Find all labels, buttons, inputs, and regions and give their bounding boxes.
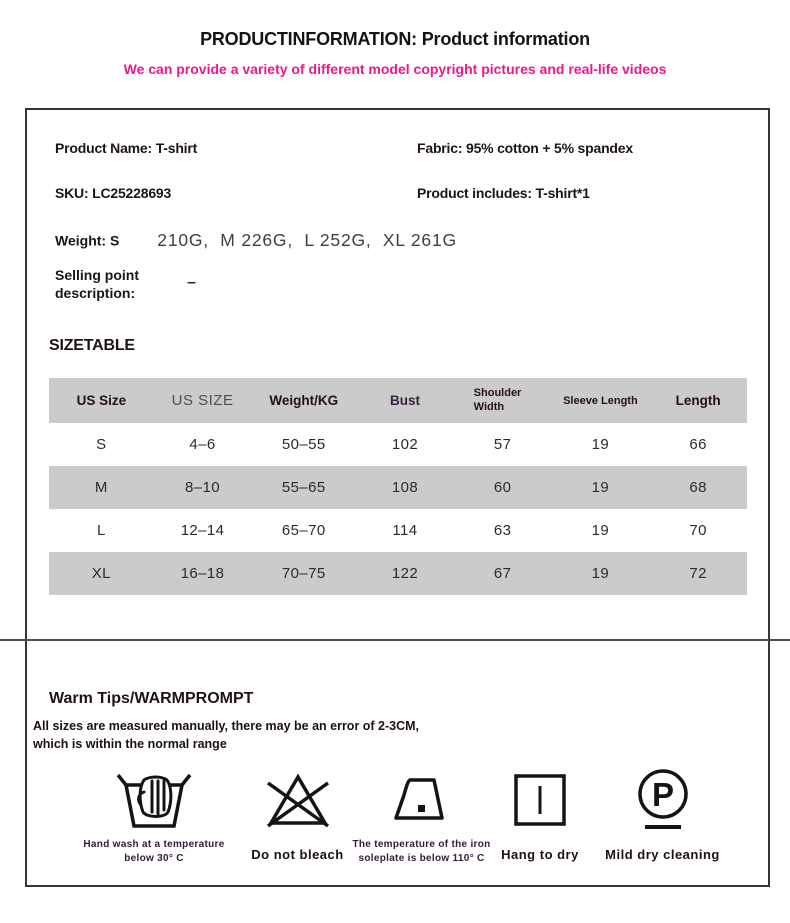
product-includes-value: T-shirt*1: [535, 185, 590, 201]
table-row-s: S 4–6 50–55 102 57 19 66: [49, 423, 747, 466]
hang-to-dry-icon: [485, 765, 595, 835]
size-table: US Size US SIZE Weight/KG Bust Shoulder …: [49, 378, 747, 595]
weight-field: Weight: S 210G, M 226G, L 252G, XL 261G: [55, 230, 457, 251]
table-row-l: L 12–14 65–70 114 63 19 70: [49, 509, 747, 552]
column-header-us-size-alt: US SIZE: [171, 392, 234, 409]
cell-us-size: 4–6: [189, 436, 216, 453]
cell-size: S: [96, 436, 107, 453]
cell-shoulder: 67: [493, 565, 512, 582]
care-label-do-not-bleach: Do not bleach: [251, 847, 344, 862]
cell-weight: 70–75: [281, 565, 326, 582]
cell-us-size: 8–10: [185, 479, 221, 496]
column-header-us-size: US Size: [76, 393, 127, 408]
care-item-hang-to-dry: Hang to dry: [485, 765, 595, 864]
care-label-hand-wash: Hand wash at a temperature below 30° C: [83, 839, 225, 864]
sku-value: LC25228693: [92, 185, 172, 201]
warm-tips-heading: Warm Tips/WARMPROMPT: [49, 690, 254, 707]
do-not-bleach-icon: [235, 765, 360, 835]
cell-bust: 108: [391, 479, 419, 496]
size-table-heading: SIZETABLE: [49, 337, 135, 354]
page-title: PRODUCTINFORMATION: Product information: [200, 29, 590, 49]
cell-sleeve: 19: [591, 436, 610, 453]
cell-sleeve: 19: [591, 565, 610, 582]
product-name-label: Product Name:: [55, 140, 152, 156]
product-includes-label: Product includes:: [417, 185, 532, 201]
column-header-shoulder-width: Shoulder Width: [454, 378, 552, 423]
size-table-header-row: US Size US SIZE Weight/KG Bust Shoulder …: [49, 378, 747, 423]
sku-field: SKU: LC25228693: [55, 185, 171, 201]
shoulder-width-text: Shoulder Width: [473, 386, 522, 413]
product-includes-field: Product includes: T-shirt*1: [417, 185, 590, 201]
selling-point-field: Selling point description: –: [55, 266, 255, 303]
sku-label: SKU:: [55, 185, 89, 201]
cell-size: M: [94, 479, 108, 496]
cell-weight: 55–65: [281, 479, 326, 496]
product-info-panel: Product Name: T-shirt Fabric: 95% cotton…: [25, 108, 770, 887]
iron-low-temperature-icon: [349, 765, 494, 835]
weight-label: Weight: S: [55, 232, 120, 249]
fabric-value: 95% cotton + 5% spandex: [465, 140, 633, 156]
hand-wash-icon: [59, 765, 249, 835]
care-item-hand-wash: Hand wash at a temperature below 30° C: [59, 765, 249, 865]
cell-size: L: [96, 522, 106, 539]
cell-shoulder: 57: [493, 436, 512, 453]
cell-shoulder: 63: [493, 522, 512, 539]
product-name-field: Product Name: T-shirt: [55, 140, 197, 156]
column-header-length: Length: [675, 393, 721, 408]
cell-sleeve: 19: [591, 479, 610, 496]
table-row-m: M 8–10 55–65 108 60 19 68: [49, 466, 747, 509]
care-label-iron-low: The temperature of the iron soleplate is…: [352, 839, 491, 864]
cell-length: 72: [689, 565, 707, 582]
care-label-hang-to-dry: Hang to dry: [501, 847, 579, 862]
care-label-mild-dry-cleaning: Mild dry cleaning: [605, 847, 720, 862]
cell-bust: 114: [392, 522, 418, 539]
mild-dry-cleaning-icon: P: [595, 765, 730, 835]
cell-weight: 65–70: [281, 522, 326, 539]
care-item-iron-low: The temperature of the iron soleplate is…: [349, 765, 494, 865]
cell-length: 66: [689, 436, 707, 453]
selling-point-value: –: [187, 274, 196, 291]
care-item-mild-dry-cleaning: P Mild dry cleaning: [595, 765, 730, 864]
header-subtitle: We can provide a variety of different mo…: [123, 61, 667, 77]
svg-text:P: P: [651, 776, 673, 813]
table-row-xl: XL 16–18 70–75 122 67 19 72: [49, 552, 747, 595]
cell-weight: 50–55: [281, 436, 326, 453]
cell-size: XL: [91, 565, 111, 582]
column-header-sleeve-length: Sleeve Length: [563, 394, 638, 407]
column-header-bust: Bust: [389, 393, 420, 408]
fabric-label: Fabric:: [417, 140, 463, 156]
weight-value: 210G, M 226G, L 252G, XL 261G: [157, 230, 457, 250]
cell-shoulder: 60: [493, 479, 512, 496]
cell-bust: 102: [391, 436, 419, 453]
cell-length: 70: [689, 522, 707, 539]
section-divider: [0, 639, 790, 641]
column-header-weight-kg: Weight/KG: [269, 393, 339, 408]
fabric-field: Fabric: 95% cotton + 5% spandex: [417, 140, 633, 156]
cell-sleeve: 19: [591, 522, 610, 539]
selling-point-label: Selling point description:: [55, 267, 139, 302]
cell-length: 68: [689, 479, 707, 496]
care-item-do-not-bleach: Do not bleach: [235, 765, 360, 864]
cell-bust: 122: [391, 565, 419, 582]
cell-us-size: 12–14: [180, 522, 225, 539]
product-name-value: T-shirt: [155, 140, 198, 156]
cell-us-size: 16–18: [180, 565, 225, 582]
warm-tips-body: All sizes are measured manually, there m…: [33, 719, 420, 752]
